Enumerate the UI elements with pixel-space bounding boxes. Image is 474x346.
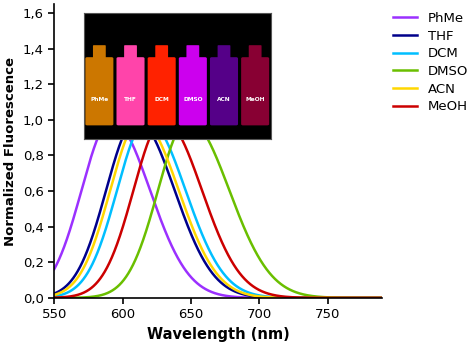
Y-axis label: Normalized Fluorescence: Normalized Fluorescence <box>4 56 17 246</box>
ACN <box>195 239 201 243</box>
DMSO <box>80 295 85 300</box>
MeOH <box>179 138 185 142</box>
ACN <box>80 267 85 272</box>
ACN <box>400 296 405 300</box>
THF <box>400 296 405 300</box>
DMSO <box>407 296 412 300</box>
PhMe <box>360 296 365 300</box>
MeOH <box>360 296 365 300</box>
THF <box>38 295 44 299</box>
DMSO <box>38 296 44 300</box>
THF <box>102 194 108 198</box>
DMSO <box>195 123 201 127</box>
DCM <box>400 296 405 300</box>
DMSO <box>185 118 191 122</box>
PhMe <box>102 123 108 127</box>
PhMe <box>407 296 412 300</box>
PhMe <box>38 285 44 289</box>
PhMe <box>80 184 85 188</box>
THF <box>179 209 185 213</box>
DCM <box>102 230 108 235</box>
ACN <box>360 296 365 300</box>
Line: ACN: ACN <box>41 120 410 298</box>
DCM <box>179 179 185 183</box>
PhMe <box>179 263 185 267</box>
DMSO <box>179 121 185 126</box>
DCM <box>195 222 201 227</box>
MeOH <box>400 296 405 300</box>
MeOH <box>80 291 85 295</box>
THF <box>80 260 85 264</box>
MeOH <box>102 270 108 274</box>
DCM <box>38 295 44 300</box>
PhMe <box>400 296 405 300</box>
DCM <box>80 278 85 282</box>
THF <box>407 296 412 300</box>
Line: DMSO: DMSO <box>41 120 410 298</box>
DCM <box>360 296 365 300</box>
Line: MeOH: MeOH <box>41 120 410 298</box>
ACN <box>38 295 44 299</box>
DMSO <box>360 296 365 300</box>
ACN <box>179 198 185 202</box>
PhMe <box>195 282 201 286</box>
ACN <box>407 296 412 300</box>
MeOH <box>195 177 201 182</box>
Legend: PhMe, THF, DCM, DMSO, ACN, MeOH: PhMe, THF, DCM, DMSO, ACN, MeOH <box>392 11 469 115</box>
THF <box>134 118 139 122</box>
DCM <box>144 118 150 122</box>
ACN <box>137 118 143 122</box>
MeOH <box>161 118 166 122</box>
ACN <box>102 208 108 212</box>
Line: THF: THF <box>41 120 410 298</box>
MeOH <box>38 296 44 300</box>
PhMe <box>109 118 115 122</box>
X-axis label: Wavelength (nm): Wavelength (nm) <box>147 327 290 342</box>
MeOH <box>407 296 412 300</box>
THF <box>360 296 365 300</box>
Line: PhMe: PhMe <box>41 120 410 298</box>
DCM <box>407 296 412 300</box>
THF <box>195 248 201 252</box>
DMSO <box>102 292 108 296</box>
DMSO <box>400 296 405 300</box>
Line: DCM: DCM <box>41 120 410 298</box>
